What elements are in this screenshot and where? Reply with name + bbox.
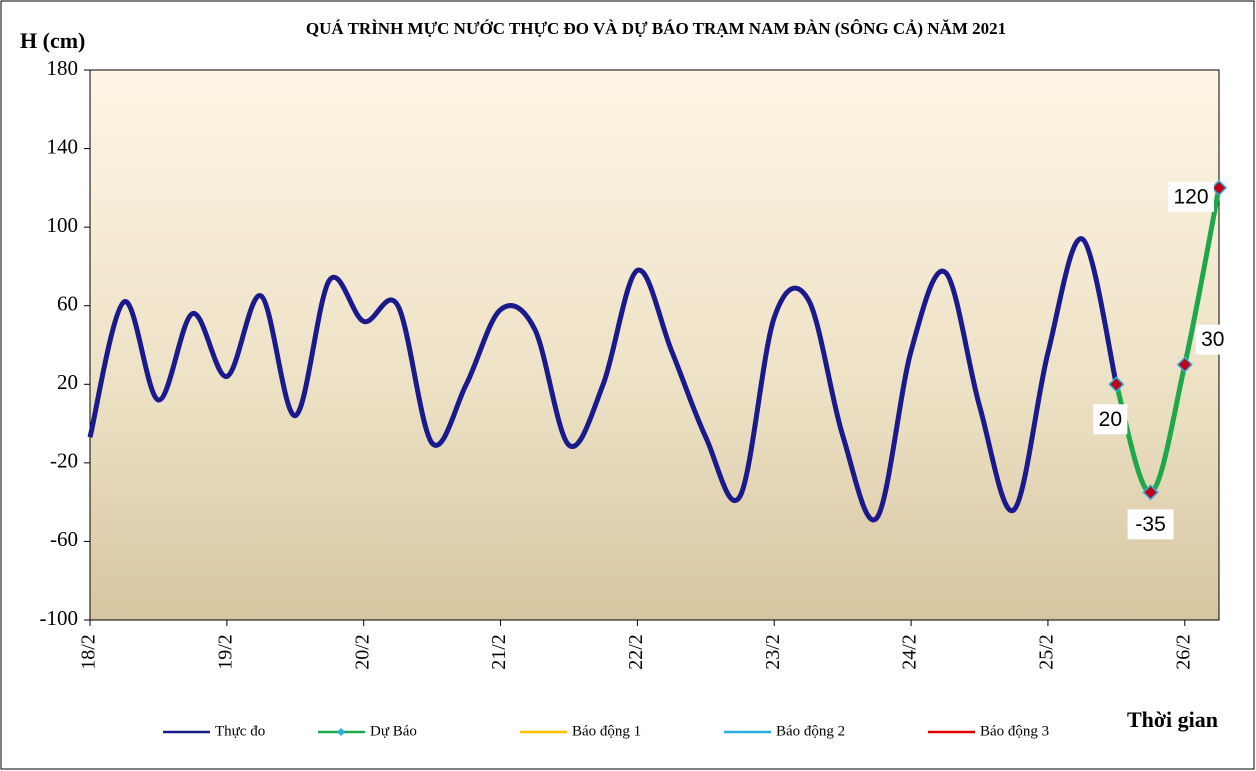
data-label-box bbox=[1127, 509, 1174, 540]
y-tick-label: 180 bbox=[47, 56, 79, 80]
x-tick-label: 21/2 bbox=[488, 634, 510, 670]
marker bbox=[1176, 356, 1193, 373]
marker bbox=[1108, 376, 1125, 393]
x-axis-label: Thời gian bbox=[1127, 707, 1218, 732]
y-tick-label: 20 bbox=[57, 370, 78, 394]
plot-area bbox=[89, 69, 1220, 621]
y-tick-label: 60 bbox=[57, 292, 78, 316]
data-label: 120 bbox=[1173, 185, 1208, 208]
y-axis-label: H (cm) bbox=[20, 28, 85, 53]
data-label-box bbox=[1093, 404, 1128, 435]
data-label-box bbox=[1168, 181, 1214, 212]
x-tick-label: 24/2 bbox=[899, 634, 921, 670]
x-tick-label: 19/2 bbox=[214, 634, 236, 670]
x-tick-label: 26/2 bbox=[1172, 634, 1194, 670]
legend-label: Báo động 2 bbox=[776, 723, 845, 739]
line-series bbox=[87, 236, 1119, 523]
x-tick-label: 20/2 bbox=[351, 634, 373, 670]
data-label-box bbox=[1195, 324, 1230, 355]
x-tick-label: 23/2 bbox=[762, 634, 784, 670]
data-label: 30 bbox=[1201, 328, 1224, 351]
x-tick-label: 22/2 bbox=[625, 634, 647, 670]
y-tick-label: -20 bbox=[50, 449, 78, 473]
legend-marker bbox=[337, 728, 345, 736]
legend-label: Thực đo bbox=[215, 723, 265, 739]
marker bbox=[1210, 179, 1228, 196]
x-tick-label: 25/2 bbox=[1036, 634, 1058, 670]
data-label: -35 bbox=[1135, 513, 1165, 536]
y-tick-label: -60 bbox=[50, 527, 78, 551]
x-tick-label: 18/2 bbox=[78, 634, 100, 670]
legend-label: Báo động 1 bbox=[572, 723, 641, 739]
y-tick-label: -100 bbox=[40, 606, 79, 630]
data-label: 20 bbox=[1099, 408, 1122, 431]
y-tick-label: 140 bbox=[47, 134, 79, 158]
marker bbox=[1142, 484, 1159, 501]
chart-title: QUÁ TRÌNH MỰC NƯỚC THỰC ĐO VÀ DỰ BÁO TRẠ… bbox=[306, 19, 1006, 38]
line-series bbox=[1113, 187, 1222, 495]
y-tick-label: 100 bbox=[47, 213, 79, 237]
legend-label: Báo động 3 bbox=[980, 723, 1049, 739]
legend-label: Dự Báo bbox=[370, 723, 417, 739]
